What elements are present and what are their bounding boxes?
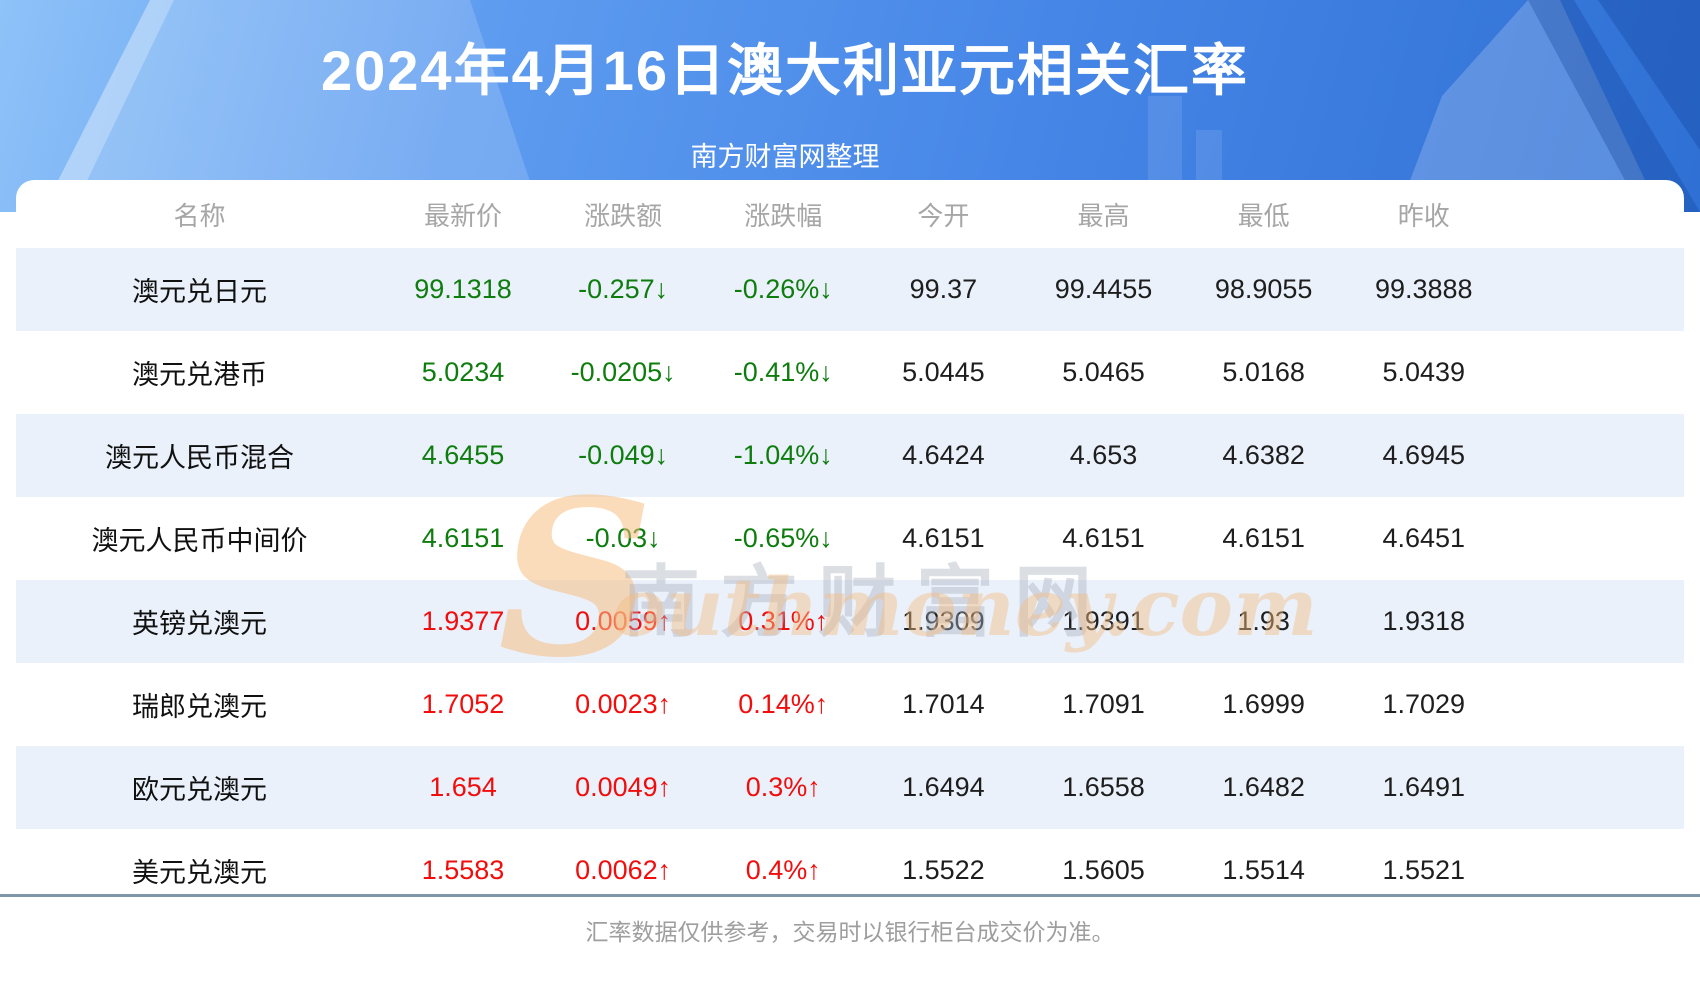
table-row: 澳元人民币混合 4.6455 -0.049↓ -1.04%↓ 4.6424 4.… xyxy=(16,414,1684,497)
low-price: 1.6999 xyxy=(1222,689,1305,719)
high-price: 1.6558 xyxy=(1023,746,1184,829)
last-price: 4.6455 xyxy=(382,414,544,497)
open-price: 1.6494 xyxy=(863,746,1024,829)
table-row: 澳元人民币中间价 4.6151 -0.03↓ -0.65%↓ 4.6151 4.… xyxy=(16,497,1684,580)
open-price: 5.0445 xyxy=(902,357,985,387)
prev-close-price: 4.6451 xyxy=(1382,523,1466,553)
high-price: 1.7091 xyxy=(1062,689,1145,719)
change-value: 0.0059↑ xyxy=(543,580,704,663)
high-price: 1.5605 xyxy=(1062,855,1145,885)
change-value: 0.0049↑ xyxy=(543,746,704,829)
spacer-cell xyxy=(1503,580,1684,663)
change-value: -0.049↓ xyxy=(543,414,704,497)
open-price: 1.9309 xyxy=(863,580,1024,663)
col-header-high: 最高 xyxy=(1077,200,1130,231)
high-price: 99.4455 xyxy=(1023,248,1184,331)
open-price: 4.6424 xyxy=(863,414,1024,497)
pair-name: 欧元兑澳元 xyxy=(16,746,383,829)
open-price: 1.7014 xyxy=(902,689,985,719)
col-header-name: 名称 xyxy=(173,200,226,231)
change-percent: -0.65%↓ xyxy=(733,523,833,553)
col-header-spacer xyxy=(1504,180,1684,248)
open-price: 4.6151 xyxy=(902,523,985,553)
last-price: 1.654 xyxy=(382,746,544,829)
prev-close-price: 1.7029 xyxy=(1382,689,1466,719)
change-percent: 0.3%↑ xyxy=(703,746,864,829)
spacer-cell xyxy=(1503,414,1684,497)
high-price: 4.653 xyxy=(1023,414,1184,497)
pair-name: 澳元兑港币 xyxy=(131,360,267,390)
pair-name: 澳元人民币中间价 xyxy=(91,526,308,556)
table-row: 欧元兑澳元 1.654 0.0049↑ 0.3%↑ 1.6494 1.6558 … xyxy=(16,746,1684,829)
table-row: 美元兑澳元 1.5583 0.0062↑ 0.4%↑ 1.5522 1.5605… xyxy=(16,829,1684,912)
table-row: 英镑兑澳元 1.9377 0.0059↑ 0.31%↑ 1.9309 1.939… xyxy=(16,580,1684,663)
table-row: 瑞郎兑澳元 1.7052 0.0023↑ 0.14%↑ 1.7014 1.709… xyxy=(16,663,1684,746)
change-value: -0.03↓ xyxy=(585,523,661,553)
last-price: 5.0234 xyxy=(421,357,505,387)
col-header-prev-close: 昨收 xyxy=(1397,200,1450,231)
open-price: 99.37 xyxy=(863,248,1024,331)
page-subtitle: 南方财富网整理 xyxy=(690,142,880,172)
pair-name: 瑞郎兑澳元 xyxy=(131,692,267,722)
change-value: -0.257↓ xyxy=(543,248,704,331)
prev-close-price: 4.6945 xyxy=(1343,414,1504,497)
low-price: 1.5514 xyxy=(1222,855,1305,885)
col-header-low: 最低 xyxy=(1237,200,1290,231)
prev-close-price: 1.5521 xyxy=(1382,855,1466,885)
pair-name: 美元兑澳元 xyxy=(131,858,267,888)
prev-close-price: 5.0439 xyxy=(1382,357,1466,387)
change-percent: -1.04%↓ xyxy=(703,414,864,497)
last-price: 1.7052 xyxy=(421,689,505,719)
last-price: 1.9377 xyxy=(382,580,544,663)
pair-name: 澳元兑日元 xyxy=(16,248,383,331)
high-price: 1.9391 xyxy=(1023,580,1184,663)
change-percent: 0.4%↑ xyxy=(745,855,821,885)
change-value: -0.0205↓ xyxy=(570,357,676,387)
low-price: 4.6382 xyxy=(1183,414,1344,497)
prev-close-price: 1.9318 xyxy=(1343,580,1504,663)
col-header-change-pct: 涨跌幅 xyxy=(744,200,823,231)
low-price: 5.0168 xyxy=(1222,357,1305,387)
high-price: 5.0465 xyxy=(1062,357,1145,387)
change-percent: -0.26%↓ xyxy=(703,248,864,331)
low-price: 1.6482 xyxy=(1183,746,1344,829)
open-price: 1.5522 xyxy=(902,855,985,885)
table-row: 澳元兑港币 5.0234 -0.0205↓ -0.41%↓ 5.0445 5.0… xyxy=(16,331,1684,414)
spacer-cell xyxy=(1504,497,1684,580)
spacer-cell xyxy=(1504,331,1684,414)
change-percent: 0.31%↑ xyxy=(703,580,864,663)
last-price: 4.6151 xyxy=(421,523,505,553)
prev-close-price: 99.3888 xyxy=(1343,248,1504,331)
table-row: 澳元兑日元 99.1318 -0.257↓ -0.26%↓ 99.37 99.4… xyxy=(16,248,1684,331)
pair-name: 澳元人民币混合 xyxy=(16,414,383,497)
spacer-cell xyxy=(1503,248,1684,331)
high-price: 4.6151 xyxy=(1062,523,1145,553)
col-header-last-price: 最新价 xyxy=(424,200,503,231)
last-price: 1.5583 xyxy=(421,855,505,885)
col-header-change: 涨跌额 xyxy=(584,200,663,231)
rates-card: 名称 最新价 涨跌额 涨跌幅 今开 最高 最低 昨收 澳元兑日元 99.1318… xyxy=(16,180,1684,894)
page-title: 2024年4月16日澳大利亚元相关汇率 xyxy=(320,39,1249,102)
change-percent: 0.14%↑ xyxy=(738,689,829,719)
change-value: 0.0023↑ xyxy=(575,689,672,719)
spacer-cell xyxy=(1503,746,1684,829)
prev-close-price: 1.6491 xyxy=(1343,746,1504,829)
footer-note: 汇率数据仅供参考，交易时以银行柜台成交价为准。 xyxy=(585,919,1115,945)
change-value: 0.0062↑ xyxy=(575,855,672,885)
last-price: 99.1318 xyxy=(382,248,544,331)
footer-divider-section: 汇率数据仅供参考，交易时以银行柜台成交价为准。 xyxy=(0,894,1700,1000)
low-price: 1.93 xyxy=(1183,580,1344,663)
exchange-rate-table: 名称 最新价 涨跌额 涨跌幅 今开 最高 最低 昨收 澳元兑日元 99.1318… xyxy=(16,180,1684,912)
table-header-row: 名称 最新价 涨跌额 涨跌幅 今开 最高 最低 昨收 xyxy=(16,180,1684,248)
low-price: 4.6151 xyxy=(1222,523,1305,553)
low-price: 98.9055 xyxy=(1183,248,1344,331)
change-percent: -0.41%↓ xyxy=(733,357,833,387)
spacer-cell xyxy=(1504,663,1684,746)
pair-name: 英镑兑澳元 xyxy=(16,580,383,663)
col-header-open: 今开 xyxy=(917,200,970,231)
